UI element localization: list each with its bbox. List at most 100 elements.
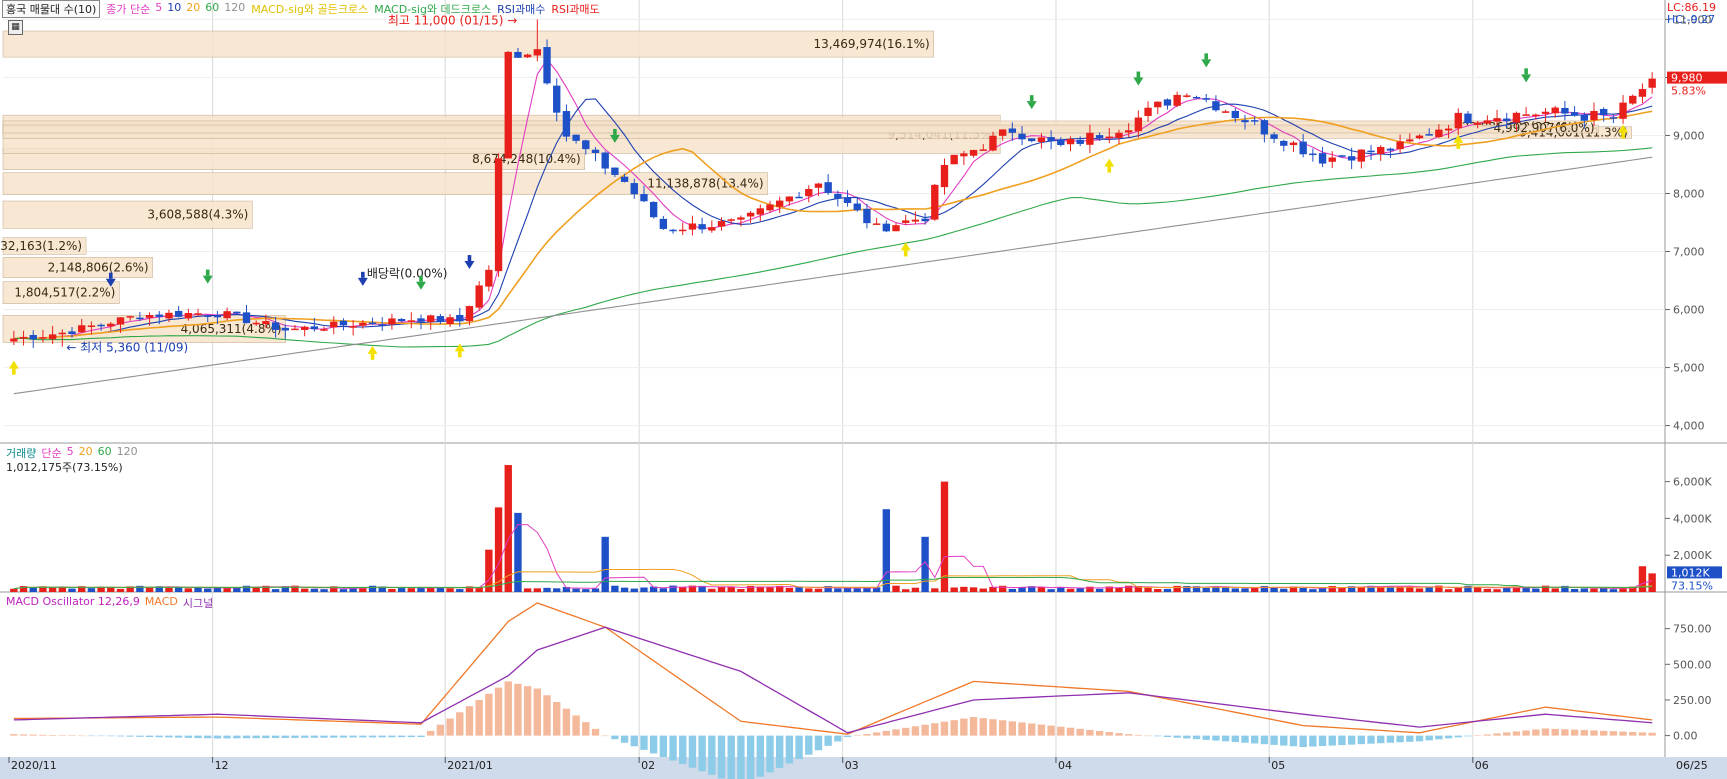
- stock-selector[interactable]: 홍국 매물대 수(10): [2, 0, 101, 18]
- candle-up: [1037, 137, 1046, 142]
- signal-dead-cross: MACD-sig와 데드크로스: [374, 3, 492, 16]
- signal-line-label: 시그널: [182, 597, 214, 610]
- macd-osc-bar-neg: [87, 735, 96, 737]
- volume-profile-bar: [2, 172, 768, 195]
- macd-osc-bar-neg: [388, 735, 396, 738]
- macd-osc-bar-pos: [1512, 731, 1521, 736]
- macd-osc-bar-neg: [1270, 735, 1278, 745]
- volume-current-value: 1,012K: [1671, 566, 1710, 579]
- macd-osc-bar-pos: [485, 693, 493, 736]
- ma120-line: [13, 156, 1653, 395]
- volume-bar-down: [1561, 585, 1569, 592]
- signal-arrow-shaft: [1524, 68, 1528, 75]
- volume-bar-up: [1066, 588, 1075, 592]
- candle-down: [68, 331, 76, 335]
- volume-bar-down: [1318, 588, 1327, 592]
- volume-bar-down: [320, 589, 328, 592]
- ma20-line: [13, 110, 1653, 340]
- candle-down: [834, 193, 842, 199]
- macd-osc-bar-pos: [853, 735, 861, 736]
- x-tick-label: 04: [1058, 759, 1072, 772]
- hc-label: HC:-9.27: [1667, 13, 1716, 26]
- volume-bar-down: [1241, 588, 1249, 592]
- volume-bar-up: [1590, 588, 1598, 592]
- volume-bar-up: [107, 587, 115, 592]
- volume-bar-up: [388, 588, 396, 592]
- macd-osc-bar-neg: [1173, 735, 1181, 738]
- candle-up: [756, 208, 764, 215]
- volume-bar-up: [291, 585, 299, 592]
- volume-bar-down: [843, 587, 852, 592]
- volume-bar-up: [1357, 587, 1366, 592]
- volume-profile-bar: [2, 237, 87, 255]
- macd-tick-label: 250.00: [1673, 694, 1712, 707]
- candle-down: [1260, 120, 1269, 135]
- candle-up: [291, 328, 299, 331]
- volume-bar-down: [87, 588, 96, 592]
- volume-bar-up: [465, 586, 474, 592]
- candle-down: [582, 140, 590, 150]
- volume-ma60: 60: [97, 445, 112, 458]
- volume-bar-up: [679, 587, 687, 592]
- macd-osc-bar-pos: [1086, 729, 1094, 736]
- volume-bar-down: [853, 588, 861, 592]
- macd-osc-bar-pos: [475, 699, 483, 736]
- candle-down: [281, 327, 289, 331]
- volume-bar-down: [242, 585, 251, 592]
- volume-bar-up: [1512, 586, 1521, 592]
- candle-up: [960, 153, 968, 157]
- macd-osc-bar-pos: [19, 734, 28, 736]
- candle-up: [1473, 122, 1482, 125]
- macd-osc-bar-neg: [136, 735, 144, 737]
- volume-bar-up: [165, 587, 173, 592]
- volume-bar-down: [572, 588, 580, 592]
- candle-down: [1347, 156, 1356, 161]
- signal-arrow-head: [1453, 134, 1464, 143]
- volume-bar-up: [1328, 586, 1336, 592]
- candle-up: [48, 334, 57, 340]
- candle-up: [1173, 94, 1181, 106]
- candle-down: [659, 218, 668, 229]
- volume-bar-down: [582, 589, 590, 592]
- volume-bar-down: [659, 588, 668, 592]
- price-tick-label: 9,000: [1673, 129, 1705, 142]
- signal-arrow-head: [1133, 77, 1144, 86]
- macd-osc-bar-pos: [68, 735, 76, 736]
- macd-osc-bar-neg: [688, 735, 697, 768]
- macd-osc-bar-pos: [892, 729, 900, 736]
- signal-arrow-shaft: [1136, 71, 1141, 78]
- candle-up: [145, 314, 154, 318]
- volume-bar-down: [824, 586, 832, 592]
- volume-bar-down: [1028, 586, 1036, 592]
- macd-osc-bar-pos: [1532, 729, 1540, 736]
- volume-bar-up: [19, 586, 28, 592]
- signal-arrow-head: [8, 360, 19, 369]
- volume-ma120: 120: [116, 445, 138, 458]
- macd-osc-bar-neg: [630, 735, 638, 747]
- volume-bar-down: [368, 585, 377, 592]
- candle-down: [1338, 155, 1346, 157]
- volume-bar-down: [591, 588, 600, 592]
- volume-bar-down: [1425, 587, 1433, 592]
- candle-up: [126, 316, 134, 318]
- volume-bar-down: [204, 588, 212, 592]
- candle-up: [969, 149, 978, 156]
- candle-up: [10, 338, 18, 342]
- macd-osc-bar-neg: [1406, 735, 1414, 742]
- candle-up: [679, 229, 687, 232]
- signal-rsi-overbought: RSI과매수: [497, 3, 546, 16]
- macd-osc-bar-pos: [494, 687, 503, 736]
- grid-icon[interactable]: ▦: [8, 20, 23, 35]
- volume-bar-down: [620, 587, 629, 592]
- macd-osc-bar-pos: [872, 732, 881, 736]
- macd-osc-bar-pos: [969, 717, 978, 736]
- macd-osc-bar-neg: [1386, 735, 1395, 743]
- macd-osc-bar-pos: [1134, 734, 1143, 736]
- x-tick-label: 12: [215, 759, 229, 772]
- volume-bar-up: [902, 589, 910, 592]
- volume-bar-down: [339, 589, 348, 592]
- macd-osc-bar-neg: [310, 735, 319, 738]
- macd-osc-bar-neg: [204, 735, 212, 739]
- volume-profile-bar: [2, 200, 253, 229]
